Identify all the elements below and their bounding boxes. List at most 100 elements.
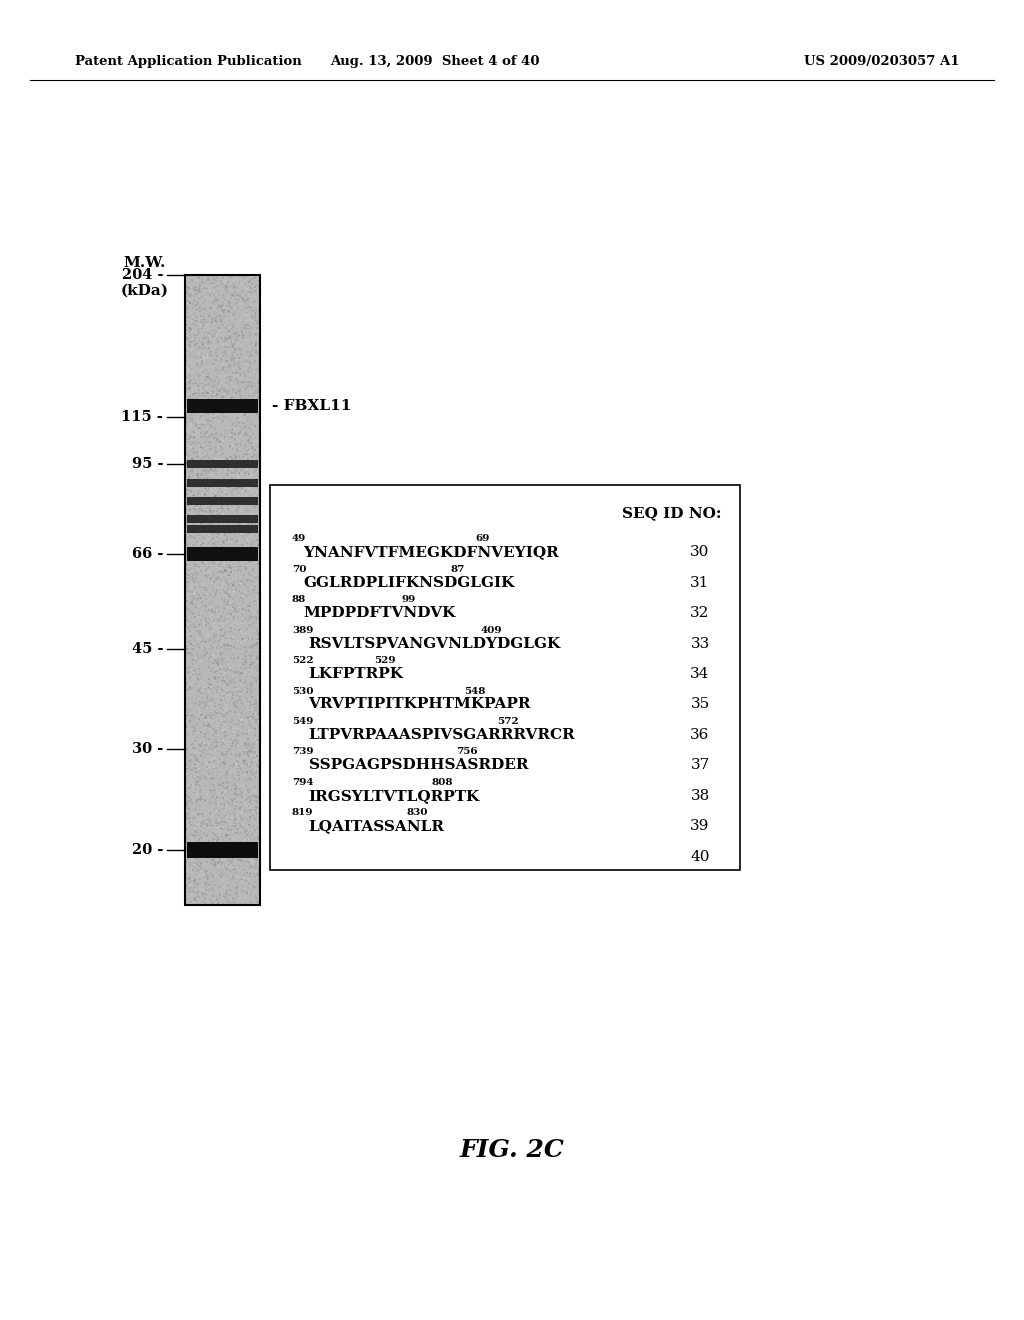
Point	[216, 814, 232, 836]
Point	[228, 822, 245, 843]
Point	[223, 379, 240, 400]
Point	[222, 359, 239, 380]
Point	[202, 624, 218, 645]
Point	[202, 284, 218, 305]
Point	[215, 668, 231, 689]
Point	[182, 347, 199, 368]
Point	[222, 455, 239, 477]
Point	[234, 447, 251, 469]
Point	[213, 453, 229, 474]
Point	[188, 606, 205, 627]
Point	[214, 783, 230, 804]
Point	[206, 876, 222, 898]
Point	[219, 539, 236, 560]
Point	[239, 723, 255, 744]
Point	[249, 890, 265, 911]
Point	[231, 312, 248, 333]
Point	[250, 623, 266, 644]
Point	[248, 292, 264, 313]
Point	[184, 326, 201, 347]
Point	[250, 696, 266, 717]
Point	[239, 490, 255, 511]
Point	[210, 488, 226, 510]
Point	[225, 727, 242, 748]
Point	[180, 643, 197, 664]
Point	[228, 519, 245, 540]
Point	[242, 462, 258, 483]
Point	[243, 334, 259, 355]
Point	[177, 717, 194, 738]
Point	[228, 438, 245, 459]
Point	[210, 595, 226, 616]
Point	[197, 549, 213, 570]
Point	[227, 656, 244, 677]
Point	[237, 660, 253, 681]
Point	[250, 356, 266, 378]
Point	[233, 671, 250, 692]
Point	[195, 598, 211, 619]
Point	[221, 330, 238, 351]
Point	[215, 841, 231, 862]
Point	[211, 277, 227, 298]
Point	[202, 491, 218, 512]
Point	[186, 470, 203, 491]
Point	[219, 384, 236, 405]
Point	[211, 851, 227, 873]
Point	[238, 664, 254, 685]
Point	[245, 487, 261, 508]
Point	[207, 668, 223, 689]
Point	[230, 494, 247, 515]
Point	[234, 289, 251, 310]
Point	[210, 424, 226, 445]
Point	[248, 273, 264, 294]
Point	[238, 838, 254, 859]
Point	[241, 405, 257, 426]
Point	[191, 532, 208, 553]
Point	[229, 718, 246, 739]
Point	[183, 630, 200, 651]
Point	[193, 517, 209, 539]
Point	[250, 388, 266, 409]
Point	[204, 649, 220, 671]
Point	[177, 813, 194, 834]
Point	[242, 609, 258, 630]
Point	[237, 622, 253, 643]
Point	[247, 381, 263, 403]
Point	[196, 359, 212, 380]
Point	[220, 288, 237, 309]
Point	[221, 558, 238, 579]
Point	[197, 321, 213, 342]
Point	[197, 289, 213, 310]
Point	[178, 581, 195, 602]
Point	[205, 264, 221, 285]
Point	[207, 411, 223, 432]
Point	[190, 417, 207, 438]
Point	[220, 767, 237, 788]
Point	[232, 434, 249, 455]
Point	[214, 520, 230, 541]
Point	[225, 846, 242, 867]
Point	[230, 599, 247, 620]
Point	[209, 672, 225, 693]
Point	[185, 570, 202, 591]
Point	[227, 447, 244, 469]
Point	[206, 354, 222, 375]
Point	[179, 645, 196, 667]
Point	[204, 312, 220, 333]
Point	[180, 787, 197, 808]
Point	[179, 479, 196, 500]
Point	[238, 495, 254, 516]
Point	[231, 744, 248, 766]
Point	[182, 408, 199, 429]
Point	[189, 389, 206, 411]
Point	[221, 459, 238, 480]
Point	[211, 494, 227, 515]
Point	[227, 846, 244, 867]
Point	[203, 459, 219, 480]
Point	[208, 359, 224, 380]
Point	[249, 529, 265, 550]
Point	[233, 638, 250, 659]
Point	[246, 747, 262, 768]
Point	[184, 401, 201, 422]
Point	[207, 541, 223, 562]
